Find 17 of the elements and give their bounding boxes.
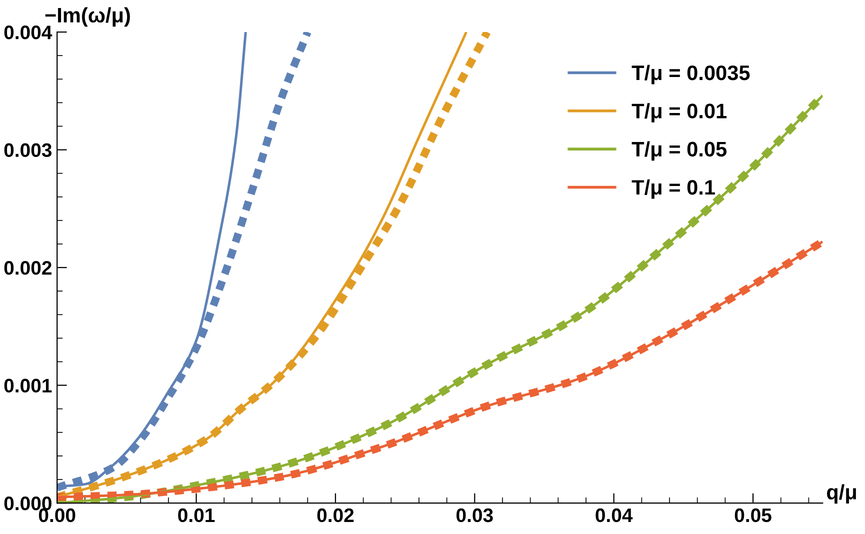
legend-label: T/μ = 0.0035: [632, 64, 750, 84]
x-tick-label: 0.03: [456, 508, 493, 522]
x-tick-label: 0.04: [596, 508, 633, 522]
x-tick-label: 0.05: [734, 508, 772, 522]
x-tick-label: 0.01: [178, 508, 215, 522]
x-axis-title: q/μ: [826, 484, 856, 504]
x-tick-label: 0.02: [317, 508, 354, 522]
legend-label: T/μ = 0.05: [632, 141, 727, 161]
legend-label: T/μ = 0.1: [632, 179, 715, 199]
x-tick-label: 0.00: [38, 508, 76, 522]
y-axis-title: −Im(ω/μ): [45, 7, 130, 27]
y-tick-label: 0.004: [4, 26, 52, 40]
legend-label: T/μ = 0.01: [632, 103, 727, 122]
y-tick-label: 0.000: [4, 496, 52, 510]
y-tick-label: 0.001: [4, 378, 52, 393]
y-tick-label: 0.002: [4, 261, 52, 275]
y-tick-label: 0.003: [4, 143, 52, 158]
